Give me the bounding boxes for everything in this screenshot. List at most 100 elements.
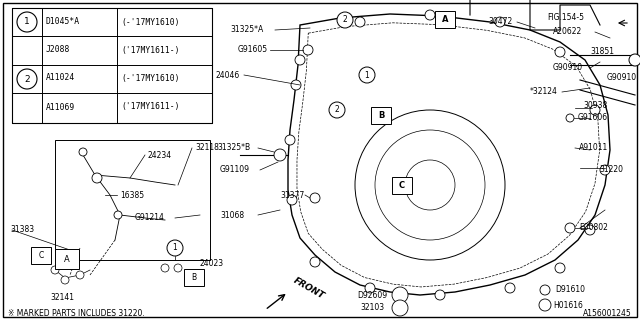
Circle shape (539, 299, 551, 311)
Circle shape (629, 54, 640, 66)
Text: ※ MARKED PARTS INCLUDES 31220.: ※ MARKED PARTS INCLUDES 31220. (8, 308, 145, 317)
Text: ('17MY1611-): ('17MY1611-) (121, 102, 179, 111)
Text: B: B (378, 110, 384, 119)
Circle shape (295, 55, 305, 65)
FancyBboxPatch shape (31, 247, 51, 264)
Circle shape (17, 69, 37, 89)
Circle shape (303, 45, 313, 55)
FancyBboxPatch shape (371, 107, 391, 124)
Circle shape (425, 10, 435, 20)
Text: A: A (442, 15, 448, 25)
Text: 30472: 30472 (488, 18, 512, 27)
Text: 24046: 24046 (215, 70, 239, 79)
Bar (12, 8, 212, 123)
Circle shape (337, 12, 353, 28)
Circle shape (285, 135, 295, 145)
Text: 32141: 32141 (50, 293, 74, 302)
Text: 24023: 24023 (200, 259, 224, 268)
Text: 16385: 16385 (120, 190, 144, 199)
Bar (55, 140, 210, 260)
Text: G91109: G91109 (220, 165, 250, 174)
Text: 32103: 32103 (360, 303, 384, 313)
Text: 1: 1 (173, 244, 177, 252)
Circle shape (161, 264, 169, 272)
Circle shape (274, 149, 286, 161)
Text: A11024: A11024 (46, 74, 76, 83)
Text: A11069: A11069 (46, 102, 76, 111)
FancyBboxPatch shape (184, 269, 204, 286)
Text: G91214: G91214 (135, 213, 165, 222)
Circle shape (310, 257, 320, 267)
Text: G90910: G90910 (607, 74, 637, 83)
Circle shape (555, 47, 565, 57)
Text: B: B (191, 273, 196, 282)
Text: D91610: D91610 (555, 285, 585, 294)
Text: D92609: D92609 (357, 291, 387, 300)
Circle shape (61, 276, 69, 284)
Circle shape (365, 283, 375, 293)
Circle shape (600, 165, 610, 175)
Text: J2088: J2088 (46, 45, 70, 54)
Text: (-'17MY1610): (-'17MY1610) (121, 74, 179, 83)
Text: 31325*A: 31325*A (230, 26, 263, 35)
Circle shape (405, 160, 455, 210)
Circle shape (585, 225, 595, 235)
Circle shape (76, 271, 84, 279)
Text: H01616: H01616 (553, 300, 583, 309)
Text: C: C (38, 251, 44, 260)
Circle shape (17, 12, 37, 32)
Text: 2: 2 (342, 15, 348, 25)
Text: 31325*B: 31325*B (217, 143, 250, 153)
Circle shape (375, 130, 485, 240)
Circle shape (167, 240, 183, 256)
Circle shape (505, 283, 515, 293)
Circle shape (392, 287, 408, 303)
Text: G91605: G91605 (238, 45, 268, 54)
Circle shape (566, 114, 574, 122)
Text: 2: 2 (335, 106, 339, 115)
Text: 24234: 24234 (148, 150, 172, 159)
Text: 2: 2 (24, 75, 30, 84)
FancyBboxPatch shape (392, 177, 412, 194)
Circle shape (590, 105, 600, 115)
Text: 1: 1 (365, 70, 369, 79)
Text: ('17MY1611-): ('17MY1611-) (121, 45, 179, 54)
FancyBboxPatch shape (55, 249, 79, 269)
Text: 31377: 31377 (280, 190, 304, 199)
Circle shape (51, 266, 59, 274)
Text: (-'17MY1610): (-'17MY1610) (121, 18, 179, 27)
Circle shape (359, 67, 375, 83)
Text: FIG.154-5: FIG.154-5 (547, 13, 584, 22)
Text: 31383: 31383 (10, 226, 34, 235)
Circle shape (310, 193, 320, 203)
FancyBboxPatch shape (435, 11, 455, 28)
Text: 32118: 32118 (195, 143, 219, 153)
Circle shape (540, 285, 550, 295)
Circle shape (329, 102, 345, 118)
Text: A156001245: A156001245 (583, 308, 632, 317)
Circle shape (392, 300, 408, 316)
Circle shape (92, 173, 102, 183)
Text: 31220: 31220 (599, 165, 623, 174)
Circle shape (435, 290, 445, 300)
Text: G90910: G90910 (553, 63, 583, 73)
Text: *32124: *32124 (530, 87, 558, 97)
Circle shape (355, 110, 505, 260)
Circle shape (174, 264, 182, 272)
Circle shape (287, 195, 297, 205)
Text: A: A (64, 254, 70, 263)
Text: 30938: 30938 (584, 100, 608, 109)
Circle shape (114, 211, 122, 219)
Text: D1045*A: D1045*A (46, 18, 80, 27)
Circle shape (565, 223, 575, 233)
Text: C: C (399, 180, 405, 189)
Circle shape (291, 80, 301, 90)
Text: A20622: A20622 (553, 28, 582, 36)
Text: FRONT: FRONT (292, 276, 326, 300)
Text: G91606: G91606 (578, 114, 608, 123)
Circle shape (555, 263, 565, 273)
Circle shape (79, 148, 87, 156)
Text: 31068: 31068 (220, 211, 244, 220)
Text: E00802: E00802 (579, 223, 608, 233)
Circle shape (355, 17, 365, 27)
